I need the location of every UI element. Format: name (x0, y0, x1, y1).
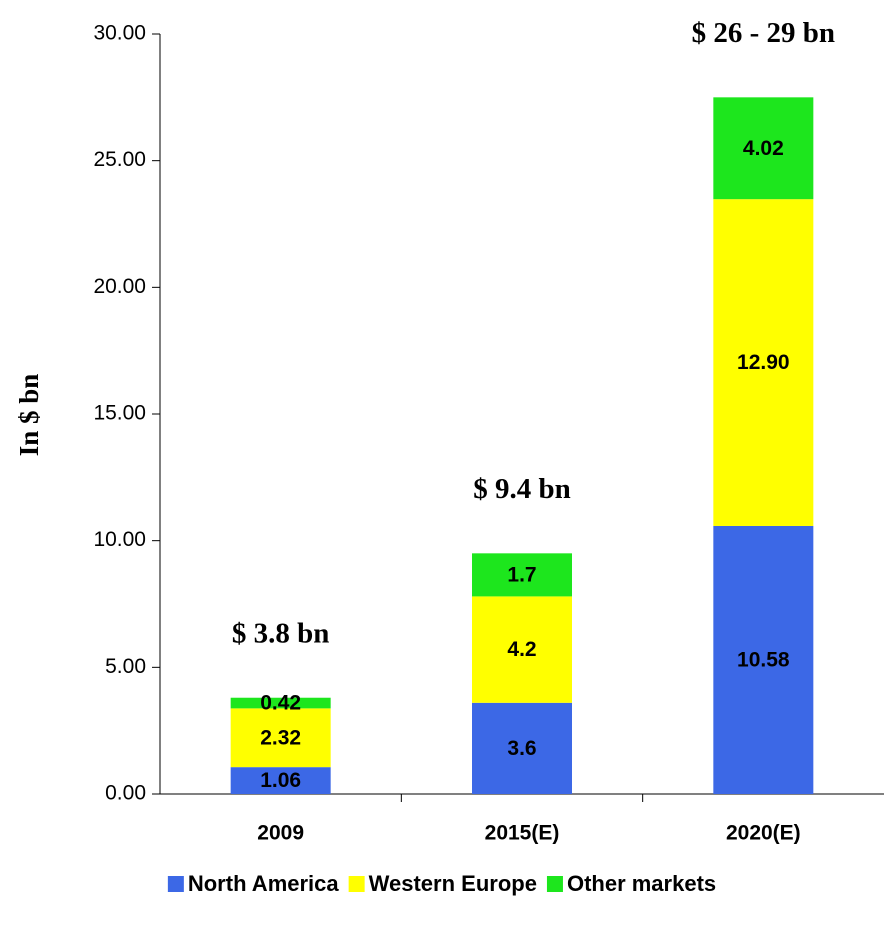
legend-swatch (546, 876, 563, 892)
y-tick-label: 15.00 (93, 402, 146, 425)
total-annotation: $ 26 - 29 bn (692, 17, 835, 49)
value-label: 2.32 (260, 726, 301, 749)
total-annotation: $ 3.8 bn (232, 617, 330, 649)
x-tick-label: 2015(E) (485, 822, 560, 845)
bar-segment (472, 702, 572, 794)
bar-segment (230, 697, 331, 709)
bar-segment (713, 199, 814, 526)
bar-segment (230, 767, 331, 794)
bar-segment (472, 553, 572, 597)
legend-label: Western Europe (369, 871, 537, 896)
bar-segment (230, 708, 331, 768)
x-tick-label: 2020(E) (726, 822, 801, 845)
legend-label: North America (188, 871, 340, 896)
total-annotation: $ 9.4 bn (473, 473, 571, 505)
legend-swatch (348, 876, 365, 892)
y-tick-label: 5.00 (105, 655, 146, 678)
value-label: 4.02 (743, 137, 784, 160)
value-label: 1.06 (260, 769, 301, 792)
y-tick-label: 20.00 (93, 275, 146, 298)
value-label: 3.6 (507, 737, 536, 760)
value-label: 0.42 (260, 692, 301, 715)
bar-segment (472, 596, 572, 703)
bar-segment (713, 525, 814, 794)
y-tick-label: 30.00 (93, 22, 146, 45)
value-label: 4.2 (507, 638, 536, 661)
y-axis-title: In $ bn (14, 374, 44, 457)
value-label: 12.90 (737, 351, 790, 374)
value-label: 10.58 (737, 649, 790, 672)
legend-label: Other markets (567, 871, 716, 896)
bar-segment (713, 97, 814, 200)
x-tick-label: 2009 (257, 822, 304, 845)
y-tick-label: 0.00 (105, 782, 146, 805)
value-label: 1.7 (507, 563, 536, 586)
y-tick-label: 10.00 (93, 528, 146, 551)
legend-swatch (167, 876, 184, 892)
y-tick-label: 25.00 (93, 148, 146, 171)
